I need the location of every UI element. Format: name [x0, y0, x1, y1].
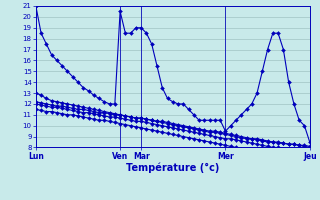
X-axis label: Température (°c): Température (°c) [126, 162, 220, 173]
